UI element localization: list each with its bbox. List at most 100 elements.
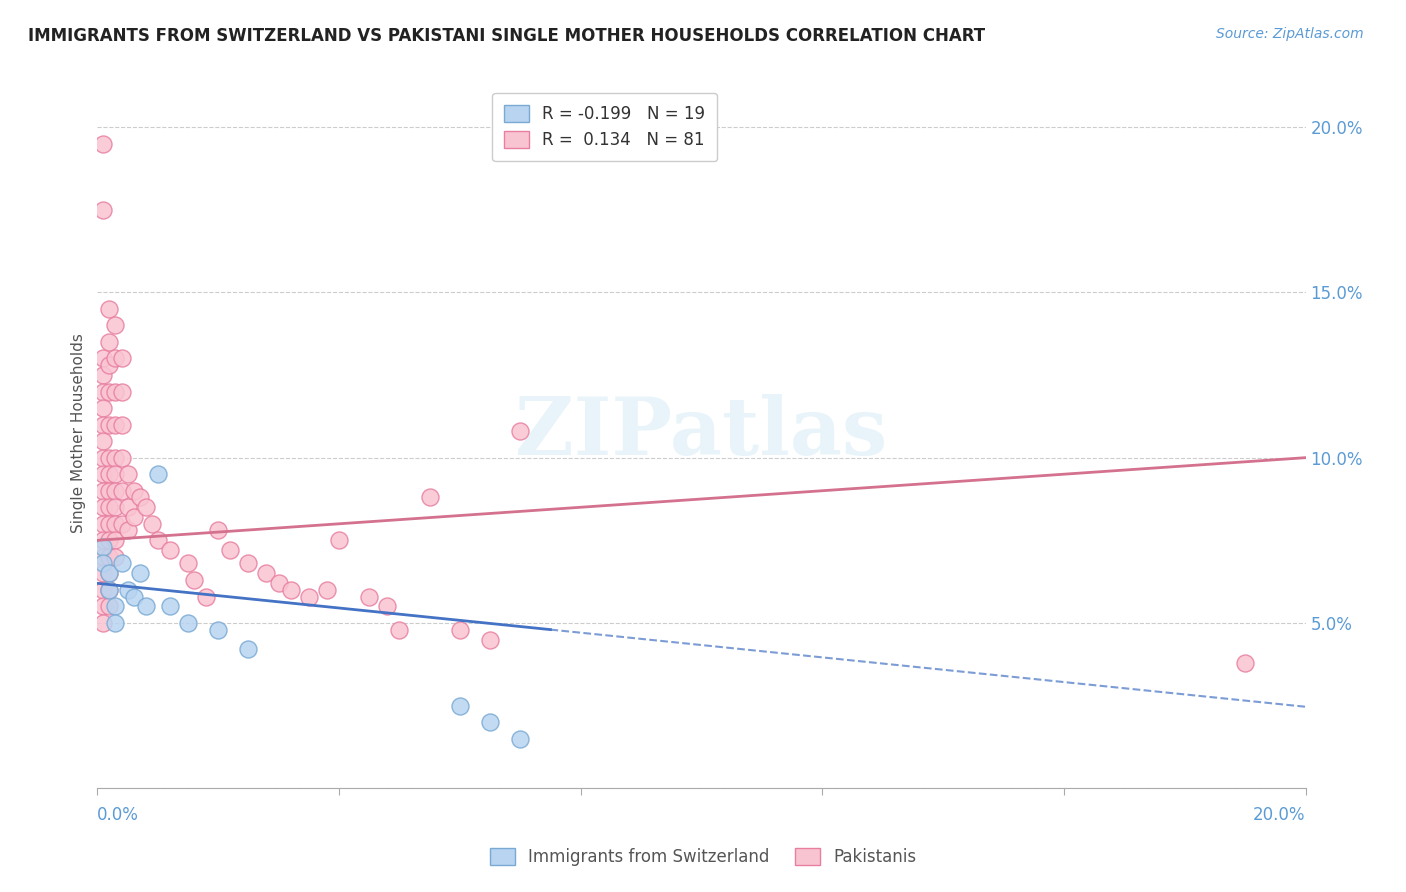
Point xyxy=(122,483,145,498)
Point xyxy=(359,590,381,604)
Point xyxy=(98,500,121,515)
Point xyxy=(98,533,121,548)
Point xyxy=(316,582,339,597)
Point xyxy=(98,384,121,399)
Point xyxy=(104,549,127,564)
Text: 0.0%: 0.0% xyxy=(97,806,139,824)
Point xyxy=(267,576,290,591)
Point xyxy=(93,401,115,415)
Point xyxy=(110,417,132,432)
Point xyxy=(159,599,181,614)
Point xyxy=(104,615,127,630)
Point xyxy=(98,483,121,498)
Point xyxy=(449,623,471,637)
Point xyxy=(98,566,121,581)
Point xyxy=(177,557,200,571)
Point xyxy=(238,642,260,657)
Point xyxy=(93,202,115,217)
Point xyxy=(479,715,502,730)
Point xyxy=(93,417,115,432)
Point xyxy=(280,582,302,597)
Point xyxy=(419,491,441,505)
Point xyxy=(98,467,121,482)
Point xyxy=(298,590,321,604)
Point xyxy=(128,566,150,581)
Point xyxy=(98,582,121,597)
Point xyxy=(141,516,163,531)
Point xyxy=(98,358,121,372)
Point xyxy=(93,368,115,382)
Point xyxy=(110,557,132,571)
Text: IMMIGRANTS FROM SWITZERLAND VS PAKISTANI SINGLE MOTHER HOUSEHOLDS CORRELATION CH: IMMIGRANTS FROM SWITZERLAND VS PAKISTANI… xyxy=(28,27,986,45)
Point xyxy=(256,566,278,581)
Text: 20.0%: 20.0% xyxy=(1253,806,1306,824)
Point xyxy=(449,698,471,713)
Point xyxy=(104,533,127,548)
Point xyxy=(122,510,145,524)
Point xyxy=(98,566,121,581)
Text: ZIPatlas: ZIPatlas xyxy=(516,394,887,472)
Point xyxy=(104,467,127,482)
Point xyxy=(388,623,411,637)
Point xyxy=(110,516,132,531)
Point xyxy=(93,549,115,564)
Point xyxy=(93,434,115,449)
Point xyxy=(93,136,115,151)
Point xyxy=(117,467,139,482)
Point xyxy=(93,516,115,531)
Point xyxy=(93,450,115,465)
Point xyxy=(98,301,121,316)
Point xyxy=(159,543,181,558)
Point xyxy=(93,566,115,581)
Point xyxy=(117,500,139,515)
Point xyxy=(98,450,121,465)
Point xyxy=(135,599,157,614)
Point xyxy=(93,540,115,554)
Point xyxy=(93,533,115,548)
Point xyxy=(93,500,115,515)
Point xyxy=(98,599,121,614)
Point xyxy=(195,590,218,604)
Point xyxy=(128,491,150,505)
Legend: Immigrants from Switzerland, Pakistanis: Immigrants from Switzerland, Pakistanis xyxy=(482,840,924,875)
Point xyxy=(117,582,139,597)
Text: Source: ZipAtlas.com: Source: ZipAtlas.com xyxy=(1216,27,1364,41)
Point xyxy=(93,599,115,614)
Point xyxy=(93,467,115,482)
Point xyxy=(98,417,121,432)
Point xyxy=(93,384,115,399)
Point xyxy=(238,557,260,571)
Point xyxy=(135,500,157,515)
Point xyxy=(98,516,121,531)
Point xyxy=(104,450,127,465)
Point xyxy=(146,467,169,482)
Point xyxy=(328,533,350,548)
Point xyxy=(98,549,121,564)
Point xyxy=(122,590,145,604)
Point xyxy=(93,615,115,630)
Point xyxy=(104,516,127,531)
Point xyxy=(93,582,115,597)
Point xyxy=(110,351,132,366)
Legend: R = -0.199   N = 19, R =  0.134   N = 81: R = -0.199 N = 19, R = 0.134 N = 81 xyxy=(492,93,717,161)
Point xyxy=(479,632,502,647)
Point xyxy=(104,483,127,498)
Point xyxy=(98,334,121,349)
Point xyxy=(104,417,127,432)
Point xyxy=(110,483,132,498)
Point xyxy=(509,424,531,438)
Point xyxy=(183,573,205,587)
Point xyxy=(104,384,127,399)
Point xyxy=(98,582,121,597)
Point xyxy=(93,351,115,366)
Point xyxy=(177,615,200,630)
Point xyxy=(375,599,398,614)
Point xyxy=(1234,656,1257,670)
Point xyxy=(93,557,115,571)
Point xyxy=(104,318,127,333)
Point xyxy=(110,384,132,399)
Point xyxy=(207,524,229,538)
Point xyxy=(117,524,139,538)
Point xyxy=(219,543,242,558)
Point xyxy=(104,599,127,614)
